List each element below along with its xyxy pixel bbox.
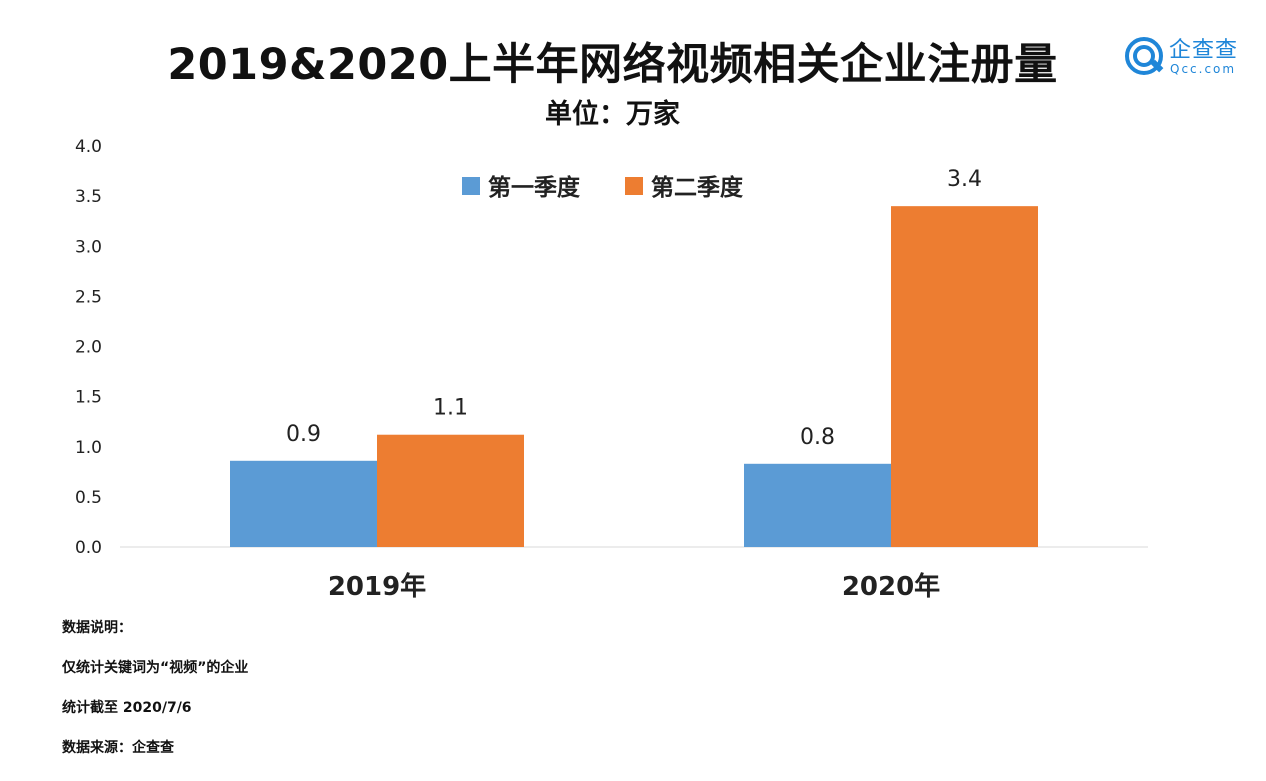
- data-label: 1.1: [433, 396, 468, 421]
- chart-subtitle: 单位：万家: [545, 99, 680, 130]
- note-date: 统计截至 2020/7/6: [62, 700, 192, 716]
- bar: [744, 463, 891, 547]
- logo-text-cn: 企查查: [1169, 38, 1239, 63]
- note-scope: 仅统计关键词为“视频”的企业: [62, 660, 249, 676]
- legend-label: 第一季度: [488, 174, 581, 201]
- logo-text-en: Qcc.com: [1170, 62, 1237, 76]
- bar: [230, 460, 377, 547]
- y-tick-label: 3.0: [75, 237, 102, 257]
- y-tick-label: 1.5: [75, 388, 102, 408]
- y-tick-label: 3.5: [75, 187, 102, 207]
- y-tick-label: 1.0: [75, 438, 102, 458]
- y-tick-label: 2.0: [75, 338, 102, 358]
- data-notes: 数据说明： 仅统计关键词为“视频”的企业 统计截至 2020/7/6 数据来源：…: [62, 618, 248, 778]
- y-tick-label: 0.5: [75, 488, 102, 508]
- bar: [377, 434, 524, 547]
- data-label: 3.4: [947, 167, 982, 192]
- bar-chart: 0.0 0.5 1.0 1.5 2.0 2.5 3.0 3.5 4.0 0.9 1.1 2019年 0.…: [75, 137, 1148, 602]
- y-tick-label: 2.5: [75, 287, 102, 307]
- legend-swatch: [625, 177, 643, 195]
- x-category-label: 2020年: [842, 571, 940, 602]
- y-tick-label: 4.0: [75, 137, 102, 157]
- note-source: 数据来源：企查查: [62, 740, 174, 756]
- qcc-logo: 企查查 Qcc.com: [1124, 32, 1249, 80]
- data-label: 0.9: [286, 422, 321, 447]
- x-category-label: 2019年: [328, 571, 426, 602]
- legend-label: 第二季度: [651, 174, 744, 201]
- y-tick-label: 0.0: [75, 538, 102, 558]
- bar: [891, 206, 1038, 547]
- note-heading: 数据说明：: [62, 620, 132, 636]
- chart-title: 2019&2020上半年网络视频相关企业注册量: [167, 40, 1058, 90]
- qcc-logo-icon: [1125, 37, 1164, 75]
- legend-swatch: [462, 177, 480, 195]
- data-label: 0.8: [800, 425, 835, 450]
